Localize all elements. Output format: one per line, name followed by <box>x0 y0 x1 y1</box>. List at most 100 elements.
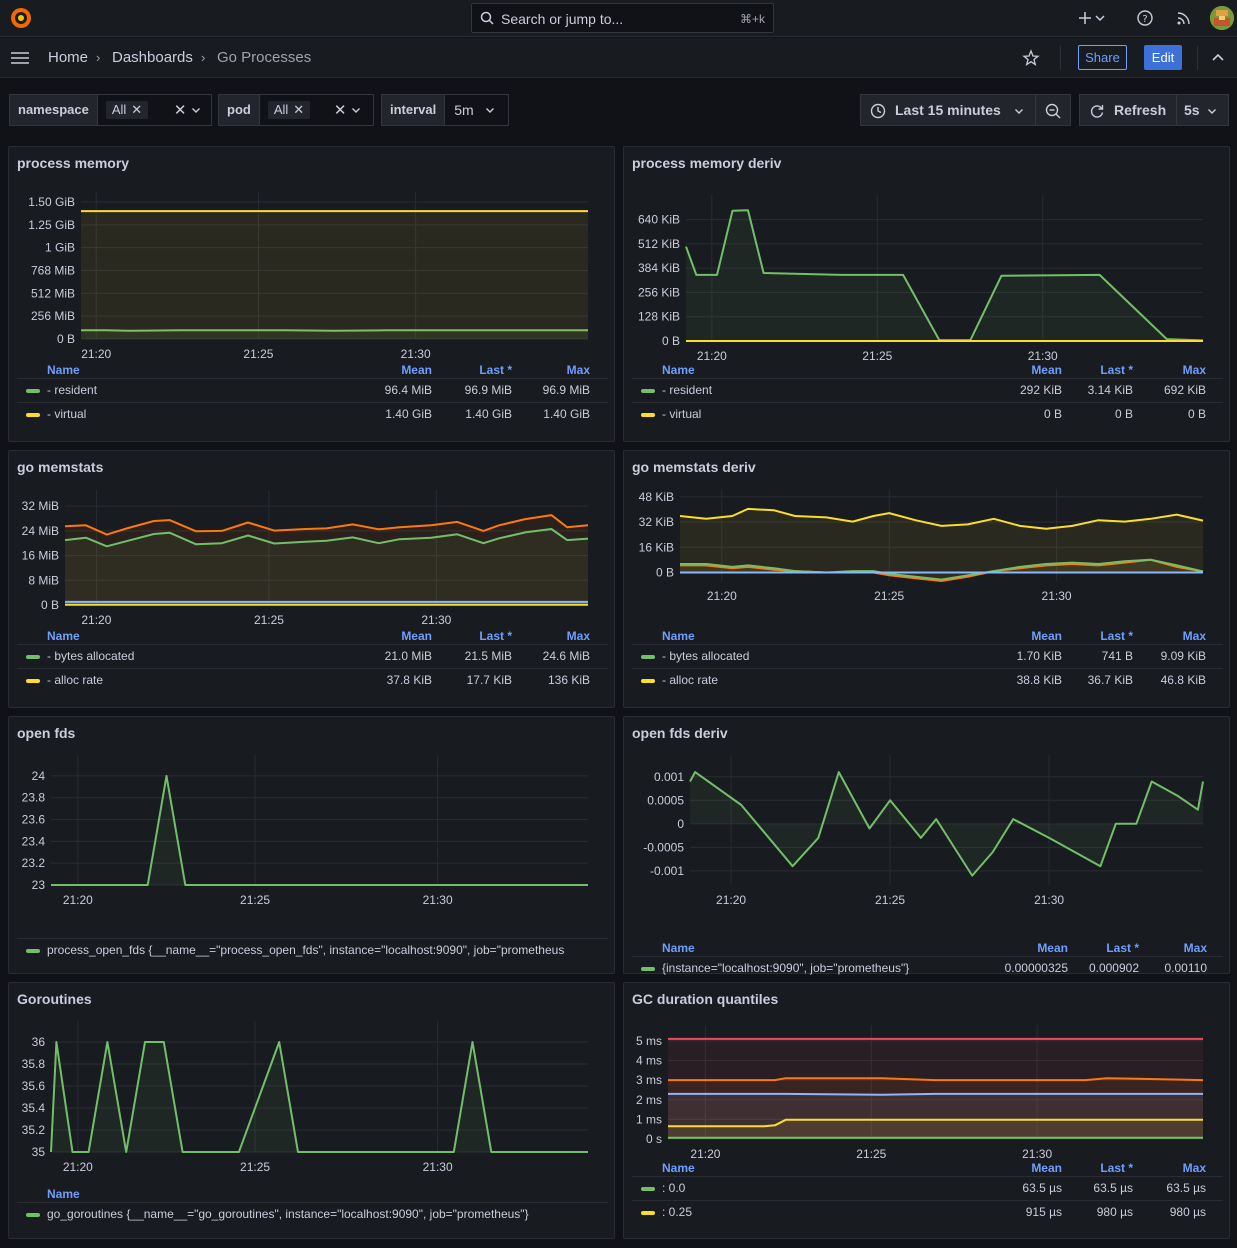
legend-column-header[interactable]: Mean <box>1031 629 1062 643</box>
time-series-chart[interactable]: 0 B 16 KiB 32 KiB 48 KiB 21:20 21:25 21:30 <box>624 451 1231 709</box>
chevron-down-icon[interactable] <box>484 104 496 116</box>
clear-icon[interactable]: ✕ <box>333 102 347 119</box>
refresh-picker[interactable]: Refresh 5s <box>1079 94 1229 126</box>
legend-column-header[interactable]: Mean <box>401 629 432 643</box>
remove-chip-icon[interactable]: ✕ <box>131 102 143 117</box>
legend-item[interactable]: - alloc rate <box>26 670 599 692</box>
series-line[interactable] <box>679 507 1204 530</box>
legend-item[interactable]: : 0.25 <box>641 1202 1214 1224</box>
legend-name-header[interactable]: Name <box>662 363 695 377</box>
chevron-down-icon[interactable] <box>1013 105 1025 117</box>
legend-item[interactable]: go_goroutines {__name__="go_goroutines",… <box>26 1204 599 1226</box>
legend-item[interactable]: - virtual <box>26 404 599 426</box>
plus-icon[interactable] <box>1076 9 1094 27</box>
chevron-down-icon[interactable] <box>1094 9 1106 27</box>
help-icon[interactable]: ? <box>1136 9 1154 27</box>
series-line[interactable] <box>64 514 589 536</box>
legend-item[interactable]: process_open_fds {__name__="process_open… <box>26 940 599 962</box>
time-series-chart[interactable]: 0 B 256 MiB 512 MiB 768 MiB 1 GiB 1.25 GiB 1.5… <box>9 147 616 443</box>
legend-name-header[interactable]: Name <box>47 363 80 377</box>
time-series-chart[interactable]: 0 B 8 MiB 16 MiB 24 MiB 32 MiB 21:20 21:25 21:3… <box>9 451 616 709</box>
menu-icon[interactable] <box>10 50 30 66</box>
series-line[interactable] <box>64 528 589 548</box>
time-series-chart[interactable]: 23 23.2 23.4 23.6 23.8 24 21:20 21:25 21:30 <box>9 717 616 975</box>
legend-name-header[interactable]: Name <box>47 1187 80 1201</box>
legend-item[interactable]: - resident <box>26 380 599 402</box>
series-line[interactable] <box>51 774 588 886</box>
series-line[interactable] <box>685 209 1204 342</box>
legend-column-header[interactable]: Max <box>1182 363 1206 377</box>
series-line[interactable] <box>668 1092 1203 1096</box>
panel-title[interactable]: go memstats deriv <box>632 459 756 475</box>
pod-select[interactable]: All ✕ ✕ <box>259 94 374 126</box>
edit-button[interactable]: Edit <box>1144 45 1182 70</box>
time-series-chart[interactable]: 35 35.2 35.4 35.6 35.8 36 21:20 21:25 21:30 <box>9 983 616 1240</box>
time-range-picker[interactable]: Last 15 minutes <box>860 94 1071 126</box>
legend-column-header[interactable]: Mean <box>401 363 432 377</box>
legend-column-header[interactable]: Mean <box>1031 1161 1062 1175</box>
panel-title[interactable]: Goroutines <box>17 991 92 1007</box>
series-line[interactable] <box>680 558 1204 582</box>
breadcrumb-dashboards[interactable]: Dashboards <box>112 49 193 66</box>
refresh-icon[interactable] <box>1089 103 1105 119</box>
panel-title[interactable]: open fds deriv <box>632 725 728 741</box>
legend-column-header[interactable]: Mean <box>1031 363 1062 377</box>
panel-title[interactable]: process memory <box>17 155 130 171</box>
zoom-out-icon[interactable] <box>1045 103 1061 119</box>
legend-name-header[interactable]: Name <box>662 1161 695 1175</box>
user-avatar[interactable] <box>1210 6 1234 30</box>
series-line[interactable] <box>668 1118 1203 1128</box>
panel-title[interactable]: GC duration quantiles <box>632 991 779 1007</box>
clear-icon[interactable]: ✕ <box>173 102 187 119</box>
legend-column-header[interactable]: Max <box>566 629 590 643</box>
legend-column-header[interactable]: Mean <box>1037 941 1068 955</box>
panel-title[interactable]: open fds <box>17 725 76 741</box>
selected-chip[interactable]: All ✕ <box>105 101 149 119</box>
legend-column-header[interactable]: Last * <box>1100 629 1133 643</box>
time-series-chart[interactable]: 0 s 1 ms 2 ms 3 ms 4 ms 5 ms 21:20 21:25 21:30 <box>624 983 1231 1240</box>
legend-column-header[interactable]: Max <box>1182 1161 1206 1175</box>
chevron-down-icon[interactable] <box>190 104 202 116</box>
breadcrumb-home[interactable]: Home <box>48 49 89 66</box>
panel-title[interactable]: go memstats <box>17 459 104 475</box>
namespace-select[interactable]: All ✕ ✕ <box>97 94 212 126</box>
legend-column-header[interactable]: Max <box>1182 629 1206 643</box>
legend-column-header[interactable]: Last * <box>1100 363 1133 377</box>
series-line[interactable] <box>50 1041 588 1153</box>
interval-select[interactable]: 5m <box>445 94 510 126</box>
series-line[interactable] <box>689 771 1204 877</box>
refresh-interval[interactable]: 5s <box>1184 102 1200 118</box>
legend-column-header[interactable]: Max <box>1183 941 1207 955</box>
series-line[interactable] <box>668 1077 1204 1082</box>
time-series-chart[interactable]: -0.001 -0.0005 0 0.0005 0.001 21:20 21:25 21:30 <box>624 717 1231 975</box>
legend-name-header[interactable]: Name <box>662 629 695 643</box>
legend-item[interactable]: {instance="localhost:9090", job="prometh… <box>641 958 1214 980</box>
remove-chip-icon[interactable]: ✕ <box>293 102 305 117</box>
legend-item[interactable]: - bytes allocated <box>641 646 1214 668</box>
time-series-chart[interactable]: 0 B 128 KiB 256 KiB 384 KiB 512 KiB 640 KiB 21… <box>624 147 1231 443</box>
legend-item[interactable]: : 0.0 <box>641 1178 1214 1200</box>
grafana-logo-icon[interactable] <box>9 6 33 30</box>
series-line[interactable] <box>680 558 1204 581</box>
refresh-button[interactable]: Refresh <box>1114 102 1167 118</box>
rss-news-icon[interactable] <box>1175 9 1193 27</box>
legend-name-header[interactable]: Name <box>47 629 80 643</box>
legend-column-header[interactable]: Max <box>566 363 590 377</box>
chevron-down-icon[interactable] <box>1206 105 1218 117</box>
legend-item[interactable]: - resident <box>641 380 1214 402</box>
panel-title[interactable]: process memory deriv <box>632 155 782 171</box>
legend-item[interactable]: - virtual <box>641 404 1214 426</box>
legend-column-header[interactable]: Last * <box>1106 941 1139 955</box>
legend-item[interactable]: - bytes allocated <box>26 646 599 668</box>
legend-item[interactable]: - alloc rate <box>641 670 1214 692</box>
legend-column-header[interactable]: Last * <box>1100 1161 1133 1175</box>
legend-column-header[interactable]: Last * <box>479 363 512 377</box>
selected-chip[interactable]: All ✕ <box>267 101 311 119</box>
share-button[interactable]: Share <box>1078 45 1127 70</box>
chevron-down-icon[interactable] <box>350 104 362 116</box>
chevron-up-icon[interactable] <box>1210 50 1226 66</box>
series-line[interactable] <box>81 329 588 332</box>
star-icon[interactable] <box>1022 49 1040 67</box>
search-bar[interactable]: Search or jump to... ⌘+k <box>471 3 774 33</box>
legend-name-header[interactable]: Name <box>662 941 695 955</box>
